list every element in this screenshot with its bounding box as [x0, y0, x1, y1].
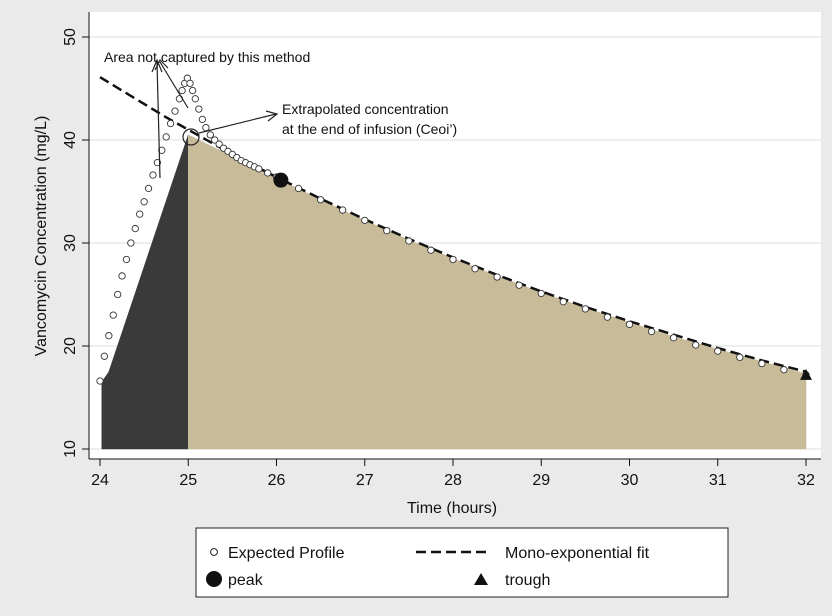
expected-profile-point	[136, 210, 144, 218]
ceoi-arrow	[198, 113, 277, 134]
annotation-extrapolated-line2: at the end of infusion (Ceoi’)	[282, 121, 457, 137]
ceoi-arrowhead	[265, 110, 279, 122]
expected-profile-point	[669, 334, 678, 342]
expected-profile-point	[105, 332, 113, 340]
expected-profile-point	[264, 169, 272, 177]
y-tick-label: 20	[62, 337, 79, 355]
peak-point	[273, 172, 289, 188]
ceoi-circle	[182, 128, 200, 146]
expected-profile-point	[211, 136, 219, 144]
expected-profile-point	[162, 133, 170, 141]
expected-profile-point	[166, 119, 175, 128]
expected-profile-point	[122, 255, 131, 264]
expected-profile-point	[427, 246, 435, 254]
x-tick-label: 24	[91, 472, 109, 489]
x-tick-label: 25	[179, 472, 197, 489]
legend-trough-marker	[474, 573, 488, 585]
legend-peak-marker	[206, 571, 222, 587]
expected-profile-point	[198, 115, 207, 124]
expected-profile-point	[255, 165, 263, 173]
x-tick-label: 30	[621, 472, 639, 489]
expected-profile-point	[191, 95, 199, 103]
annotation-arrow-right	[159, 61, 189, 109]
expected-profile-point	[692, 341, 700, 349]
x-axis-label: Time (hours)	[407, 500, 497, 517]
expected-profile-point	[647, 327, 656, 336]
expected-profile-point	[206, 131, 214, 139]
expected-profile-point	[140, 198, 148, 206]
y-tick-label: 50	[62, 28, 79, 46]
legend-peak-label: peak	[228, 572, 264, 589]
annotation-arrow-left	[156, 61, 161, 179]
expected-profile-point	[195, 105, 203, 113]
expected-profile-point	[131, 224, 139, 233]
legend-box	[195, 527, 729, 598]
expected-profile-point	[202, 123, 210, 132]
expected-profile-point	[758, 359, 766, 368]
expected-profile-point	[537, 289, 545, 298]
x-tick-label: 27	[356, 472, 374, 489]
expected-profile-point	[294, 184, 303, 193]
y-tick-label: 30	[62, 234, 79, 252]
expected-profile-point	[96, 377, 104, 385]
legend-trough-label: trough	[505, 572, 550, 589]
expected-profile-point	[383, 226, 391, 235]
legend-fit-label: Mono-exponential fit	[505, 545, 650, 562]
expected-profile-point	[178, 86, 186, 95]
legend-expected-label: Expected Profile	[228, 545, 345, 562]
expected-profile-point	[559, 298, 567, 306]
axes: 24 25 26 27 28 29 30 31 32 10 20 30 40 50	[62, 12, 821, 489]
x-tick-label: 31	[709, 472, 727, 489]
expected-profile-point	[127, 239, 135, 247]
y-tick-label: 40	[62, 131, 79, 149]
x-tick-label: 29	[532, 472, 550, 489]
expected-profile-point	[189, 86, 197, 95]
annotation-arrows	[151, 58, 279, 179]
annotation-arrowhead-right	[154, 58, 169, 71]
expected-profile-point	[149, 171, 157, 179]
expected-profile-point	[493, 273, 501, 281]
x-tick-label: 28	[444, 472, 462, 489]
expected-profile-point	[215, 140, 223, 148]
expected-profile-point	[186, 79, 194, 88]
x-tick-label: 26	[268, 472, 286, 489]
expected-profile-point	[114, 290, 122, 299]
y-axis-label: Vancomycin Concentration (mg/L)	[33, 116, 50, 357]
legend: Expected Profile Mono-exponential fit pe…	[195, 527, 729, 598]
expected-profile-point	[581, 305, 590, 313]
expected-profile-point	[405, 237, 413, 245]
expected-profile-point	[171, 107, 179, 115]
markers-layer	[96, 74, 812, 385]
expected-profile-point	[625, 320, 634, 329]
expected-profile-point	[603, 313, 612, 321]
expected-profile-point	[515, 281, 523, 289]
expected-profile-point	[714, 347, 722, 355]
x-tick-label: 32	[797, 472, 815, 489]
expected-profile-point	[780, 366, 788, 374]
expected-profile-point	[449, 255, 457, 264]
expected-profile-point	[158, 146, 166, 154]
expected-profile-point	[316, 196, 325, 204]
expected-profile-point	[339, 206, 347, 214]
expected-profile-point	[471, 265, 479, 273]
expected-profile-point	[109, 311, 117, 319]
annotation-area-not-captured: Area not captured by this method	[104, 49, 310, 65]
expected-profile-point	[118, 272, 126, 280]
expected-profile-point	[736, 353, 744, 361]
annotation-extrapolated-line1: Extrapolated concentration	[282, 101, 449, 117]
expected-profile-point	[144, 184, 153, 193]
expected-profile-point	[361, 216, 369, 224]
y-tick-label: 10	[62, 440, 79, 458]
trough-point	[800, 368, 812, 380]
expected-profile-point	[100, 352, 109, 360]
annotation-arrowhead-left	[151, 58, 163, 73]
legend-expected-marker	[210, 548, 218, 556]
